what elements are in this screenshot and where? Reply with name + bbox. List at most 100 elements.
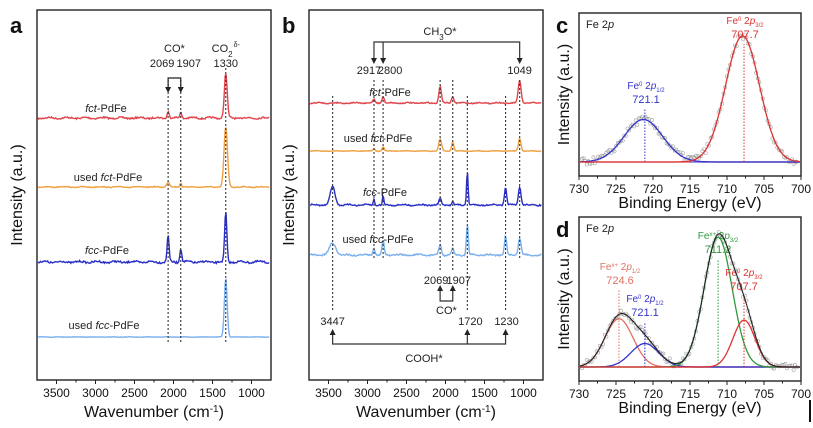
- series-label-prefix: used: [69, 320, 96, 332]
- series-label: fcc-PdFe: [363, 187, 407, 199]
- x-tick-label: 1000: [510, 386, 537, 400]
- label-mid: 2: [741, 16, 750, 27]
- label-rest: O*: [444, 26, 458, 38]
- spectrum-line-fcc-PdFe: [309, 172, 542, 207]
- label-main: Fe: [600, 262, 612, 273]
- label-mid: 2: [642, 81, 651, 92]
- label-italic: p: [748, 268, 755, 279]
- data-point: [658, 131, 663, 136]
- arrow-head-icon: [329, 329, 336, 335]
- series-label-rest: -PdFe: [382, 133, 412, 145]
- data-point: [612, 149, 617, 154]
- series-label-italic: fcc: [95, 320, 110, 332]
- label-italic: p: [649, 294, 656, 305]
- panel-letter-a: a: [10, 13, 23, 38]
- x-tick-label: 720: [643, 182, 663, 196]
- component-value-label: 707.7: [730, 281, 758, 293]
- label-italic: p: [749, 16, 756, 27]
- data-point: [791, 368, 796, 372]
- peak-position-label: 2917: [357, 65, 381, 77]
- co2-group-label: CO2δ-: [212, 42, 241, 59]
- series-label: used fct-PdFe: [344, 133, 413, 145]
- data-point: [637, 116, 641, 121]
- series-label-prefix: used: [343, 234, 370, 246]
- data-point: [638, 324, 643, 329]
- x-axis-title-sup: -1: [482, 404, 491, 415]
- ch3o-bracket: [373, 41, 521, 62]
- data-point: [793, 363, 798, 367]
- component-value-label: 721.1: [631, 307, 659, 319]
- series-label-prefix: used: [74, 172, 101, 184]
- label-sub: 3/2: [754, 275, 763, 281]
- peak-position-label: 1330: [214, 58, 238, 70]
- spectrum-line-fcc-PdFe: [37, 212, 270, 265]
- x-axis-title: Wavenumber (cm-1): [356, 404, 496, 422]
- label-mid: 2: [641, 294, 650, 305]
- data-point: [622, 133, 627, 138]
- series-label-rest: -PdFe: [112, 172, 142, 184]
- x-axis-title: Wavenumber (cm-1): [84, 404, 224, 422]
- data-point: [619, 138, 623, 143]
- series-label-rest: -PdFe: [99, 245, 129, 257]
- label-sub: 1/2: [632, 269, 641, 275]
- x-tick-label: 715: [680, 182, 700, 196]
- arrow-head-icon: [177, 87, 184, 93]
- arrow-head-icon: [370, 58, 377, 64]
- data-point: [591, 155, 596, 160]
- peak-position-label: 2069: [150, 58, 174, 70]
- x-axis-title-end: ): [491, 404, 496, 421]
- component-label: Fe0 2p3/2: [726, 16, 764, 29]
- x-tick-label: 1500: [199, 386, 226, 400]
- component-value-label: 721.1: [632, 94, 660, 106]
- x-tick-label: 3500: [43, 386, 70, 400]
- spectrum-line-fct-PdFe: [309, 80, 542, 105]
- data-point: [641, 330, 646, 335]
- arrow-head-icon: [437, 285, 444, 291]
- plot-frame: [578, 216, 802, 382]
- data-point: [619, 308, 623, 313]
- spectrum-line-fct-PdFe: [37, 73, 270, 121]
- data-point: [584, 358, 589, 362]
- peak-position-label: COOH*: [405, 353, 443, 365]
- corner-label-italic: p: [607, 223, 614, 235]
- x-tick-label: 705: [754, 182, 774, 196]
- x-axis-title: Binding Energy (eV): [618, 400, 761, 417]
- x-tick-label: 3500: [315, 386, 342, 400]
- fit-envelope-line: [579, 233, 800, 368]
- series-label-italic: fct: [369, 87, 382, 99]
- series-label-prefix: used: [344, 133, 371, 145]
- data-point: [650, 118, 654, 123]
- x-tick-label: 700: [791, 182, 811, 196]
- series-label-italic: fcc: [369, 234, 384, 246]
- label-sub: 2: [228, 50, 233, 59]
- panel-d: 730 725 720 715 710 705 700 Binding Energy (eV)…: [556, 216, 811, 417]
- x-tick-label: 710: [717, 387, 737, 401]
- series-label-rest: -PdFe: [384, 234, 414, 246]
- series-label-rest: -PdFe: [381, 87, 411, 99]
- label-main: CH: [423, 26, 439, 38]
- data-point: [742, 32, 747, 37]
- arrow-head-icon: [165, 87, 172, 93]
- series-label-italic: fct: [101, 172, 114, 184]
- component-label: Fex+ 2p3/2: [698, 231, 739, 244]
- peak-position-label: 2800: [378, 65, 402, 77]
- series-label-rest: -PdFe: [377, 187, 407, 199]
- label-mid: 2: [716, 231, 725, 242]
- x-tick-label: 3000: [82, 386, 109, 400]
- data-point: [651, 123, 656, 128]
- series-label-italic: fcc: [85, 245, 100, 257]
- corner-label: Fe 2p: [586, 19, 614, 31]
- x-axis-title-sup: -1: [210, 404, 219, 415]
- label-sub: 3/2: [755, 23, 764, 29]
- x-axis-title-main: Wavenumber (cm: [84, 404, 210, 421]
- data-point: [584, 162, 589, 167]
- fit-component-line: [580, 35, 801, 163]
- label-main: Fe: [726, 16, 738, 27]
- peak-position-label: 1049: [507, 65, 531, 77]
- label-main: Fe: [627, 81, 639, 92]
- cooh-bracket: [332, 332, 507, 345]
- data-point: [694, 153, 698, 158]
- data-point: [681, 151, 685, 156]
- co-group-label: CO*: [164, 43, 186, 55]
